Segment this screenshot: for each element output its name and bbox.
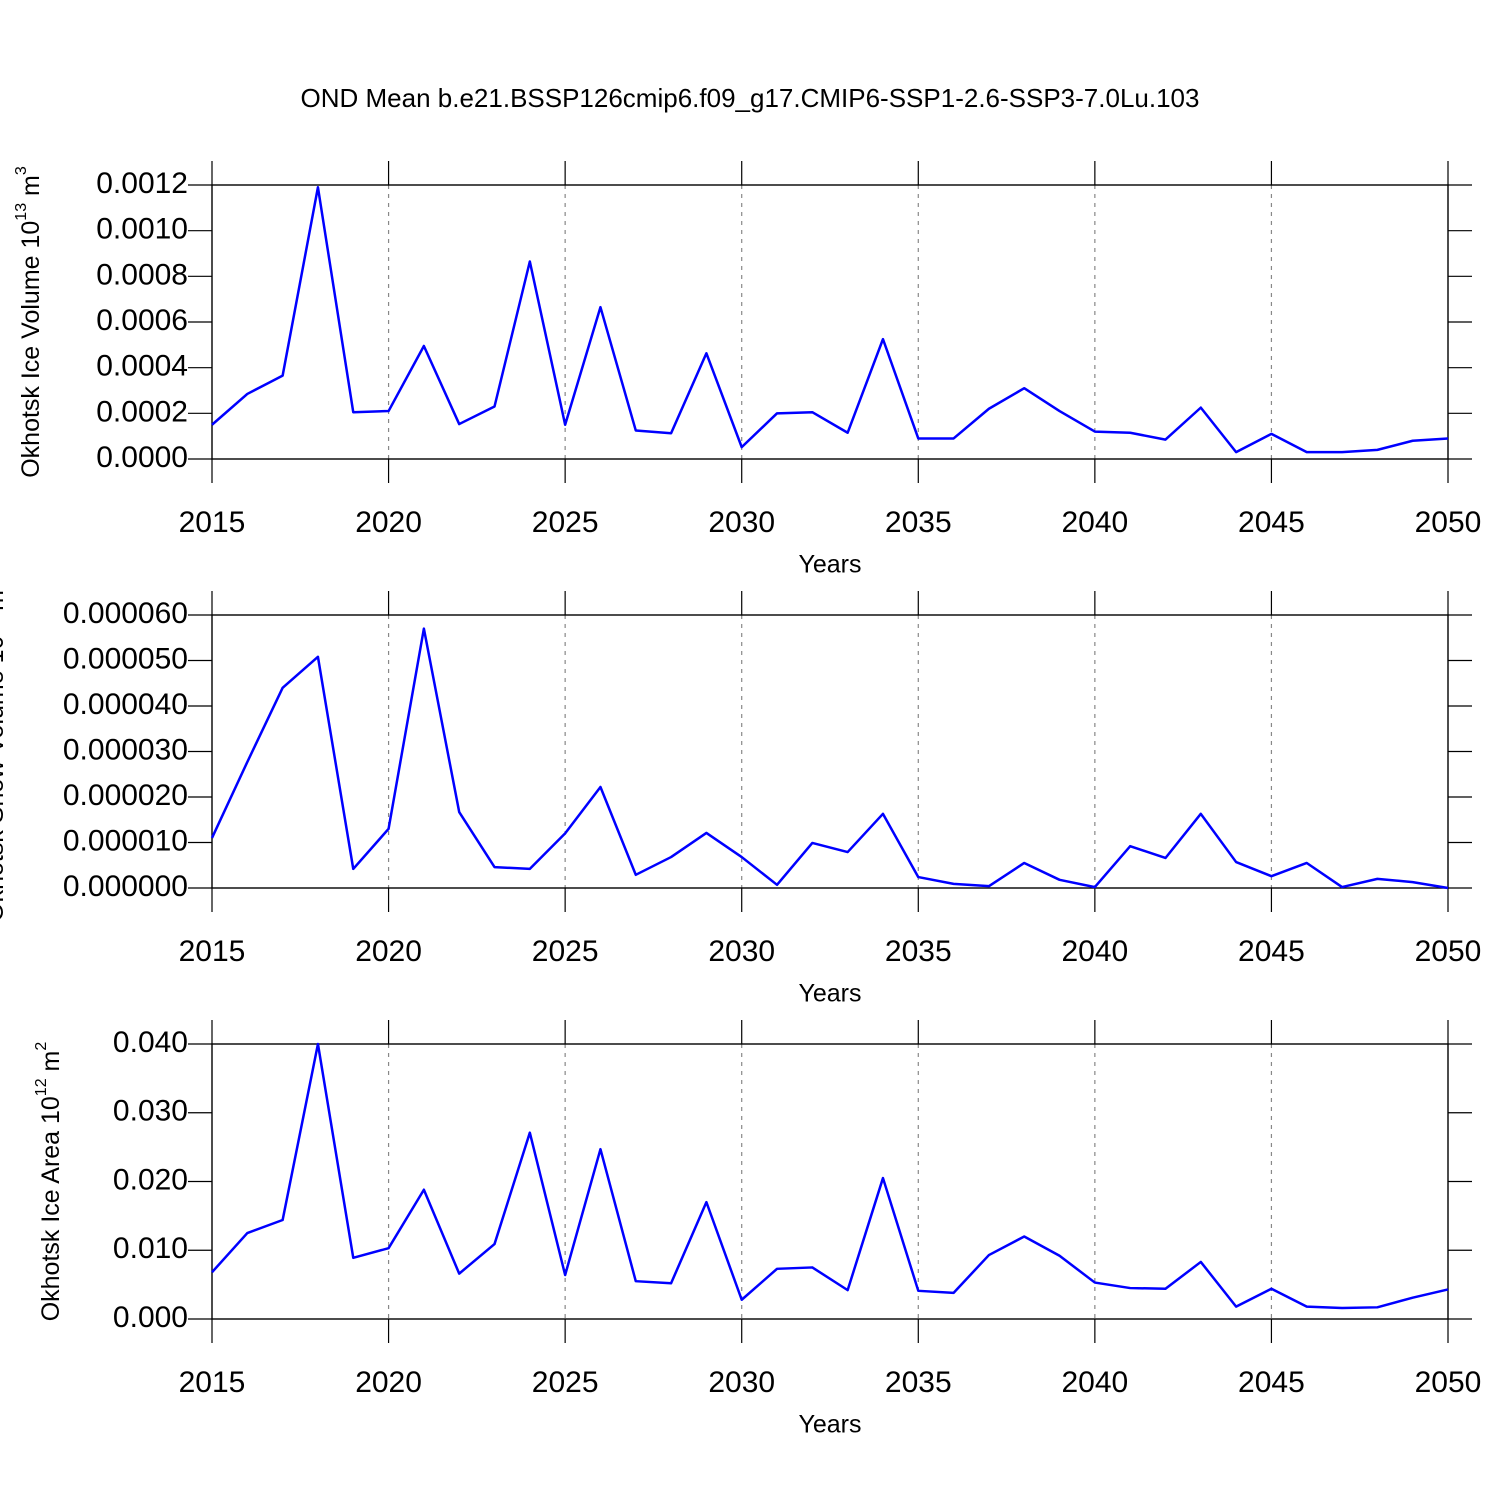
plot-frame (211, 1043, 1449, 1320)
x-tick-label: 2015 (179, 935, 246, 968)
x-tick-label: 2030 (708, 935, 775, 968)
y-tick-label: 0.020 (113, 1163, 188, 1196)
y-tick-label: 0.040 (113, 1026, 188, 1059)
y-axis-title-part: Okhotsk Snow Volume 10 (0, 636, 9, 922)
plot-frame (211, 184, 1449, 460)
x-tick-label: 2025 (532, 506, 599, 539)
y-axis-title-part: m (37, 1051, 65, 1079)
y-axis-title-part: Okhotsk Ice Volume 10 (17, 221, 45, 478)
x-tick-label: 2020 (355, 506, 422, 539)
y-tick-label: 0.0010 (96, 213, 188, 246)
x-axis-title: Years (798, 980, 861, 1008)
x-tick-label: 2030 (708, 1366, 775, 1399)
y-axis-title-exponent: 3 (13, 166, 30, 175)
y-tick-label: 0.000010 (63, 824, 188, 857)
x-tick-label: 2040 (1061, 1366, 1128, 1399)
y-axis-title-part: m (0, 590, 9, 618)
y-tick-label: 0.0004 (96, 350, 188, 383)
y-axis-title-part: m (17, 175, 45, 203)
y-axis-title-exponent: 2 (33, 1042, 50, 1051)
y-tick-label: 0.000040 (63, 688, 188, 721)
x-tick-label: 2020 (355, 935, 422, 968)
y-tick-label: 0.000050 (63, 642, 188, 675)
y-axis-title-exponent: 13 (13, 203, 30, 221)
data-line (211, 186, 1449, 454)
y-tick-label: 0.0002 (96, 395, 188, 428)
y-tick-label: 0.0000 (96, 441, 188, 474)
x-tick-label: 2040 (1061, 935, 1128, 968)
x-tick-label: 2035 (885, 935, 952, 968)
y-tick-label: 0.0006 (96, 304, 188, 337)
y-tick-label: 0.000060 (63, 597, 188, 630)
y-tick-label: 0.010 (113, 1232, 188, 1265)
x-tick-label: 2040 (1061, 506, 1128, 539)
y-tick-label: 0.000020 (63, 779, 188, 812)
data-line (211, 1042, 1449, 1310)
y-axis-title: Okhotsk Ice Volume 1013 m3 (13, 166, 44, 478)
x-tick-label: 2035 (885, 506, 952, 539)
figure-title: OND Mean b.e21.BSSP126cmip6.f09_g17.CMIP… (301, 83, 1200, 113)
x-tick-label: 2015 (179, 1366, 246, 1399)
x-axis-title: Years (798, 551, 861, 579)
x-tick-label: 2045 (1238, 506, 1305, 539)
y-tick-label: 0.000000 (63, 870, 188, 903)
x-tick-label: 2045 (1238, 1366, 1305, 1399)
x-tick-label: 2030 (708, 506, 775, 539)
x-tick-label: 2020 (355, 1366, 422, 1399)
y-axis-title-exponent: 12 (33, 1078, 50, 1096)
x-tick-label: 2050 (1415, 1366, 1482, 1399)
x-tick-label: 2050 (1415, 935, 1482, 968)
x-tick-label: 2045 (1238, 935, 1305, 968)
x-tick-label: 2035 (885, 1366, 952, 1399)
y-tick-label: 0.000 (113, 1301, 188, 1334)
y-tick-label: 0.0012 (96, 167, 188, 200)
x-tick-label: 2025 (532, 935, 599, 968)
y-tick-label: 0.030 (113, 1095, 188, 1128)
y-tick-label: 0.0008 (96, 258, 188, 291)
x-tick-label: 2015 (179, 506, 246, 539)
data-line (210, 627, 1449, 890)
x-tick-label: 2050 (1415, 506, 1482, 539)
y-axis-title: Okhotsk Ice Area 1012 m2 (33, 1042, 64, 1322)
x-tick-label: 2025 (532, 1366, 599, 1399)
plot-frame (211, 614, 1449, 889)
x-axis-title: Years (798, 1411, 861, 1439)
y-tick-label: 0.000030 (63, 733, 188, 766)
y-axis-title-part: Okhotsk Ice Area 10 (37, 1096, 65, 1321)
y-axis-title: Okhotsk Snow Volume 1013 m3 (0, 581, 9, 922)
